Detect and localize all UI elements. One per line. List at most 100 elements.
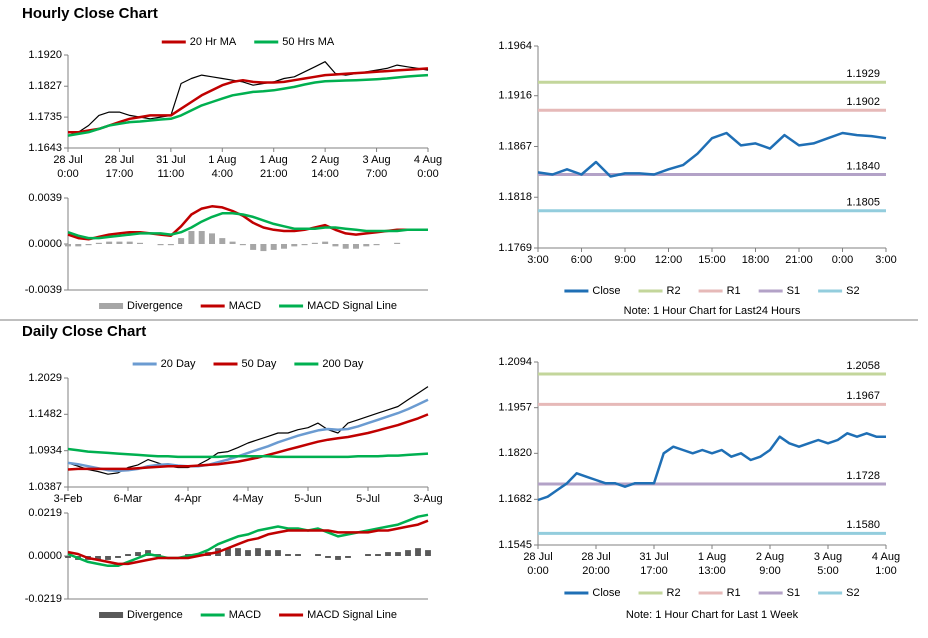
bar bbox=[95, 242, 102, 244]
series-line bbox=[67, 398, 429, 473]
bar bbox=[260, 244, 267, 252]
bar bbox=[178, 238, 185, 244]
legend-label: Divergence bbox=[127, 300, 183, 312]
series-line bbox=[68, 67, 429, 134]
x-tick-label: 17:00 bbox=[106, 168, 134, 180]
x-tick-label: 5:00 bbox=[817, 565, 838, 577]
bar bbox=[281, 244, 287, 249]
y-tick-label: 1.1769 bbox=[498, 242, 532, 254]
series-line bbox=[67, 73, 429, 137]
x-tick-label: 9:00 bbox=[759, 565, 780, 577]
x-tick-label: 4 Aug bbox=[414, 154, 442, 166]
y-tick-label: -0.0219 bbox=[25, 593, 62, 605]
x-tick-label: 17:00 bbox=[640, 565, 668, 577]
legend-label: R2 bbox=[667, 285, 681, 297]
x-tick-label: 6-Mar bbox=[114, 493, 143, 505]
x-tick-label: 28 Jul bbox=[105, 154, 134, 166]
bar bbox=[157, 244, 164, 246]
x-tick-label: 2 Aug bbox=[311, 154, 339, 166]
bar bbox=[332, 244, 339, 247]
x-tick-label: 31 Jul bbox=[639, 551, 668, 563]
x-tick-label: 0:00 bbox=[832, 254, 853, 266]
bar bbox=[239, 244, 246, 246]
series-line bbox=[67, 413, 429, 471]
level-label: 1.2058 bbox=[846, 360, 880, 372]
bar bbox=[363, 244, 370, 247]
y-tick-label: 1.0387 bbox=[28, 481, 62, 493]
y-tick-label: 1.1957 bbox=[498, 402, 532, 414]
x-tick-label: 3:00 bbox=[875, 254, 896, 266]
bar bbox=[229, 241, 236, 244]
bar bbox=[311, 242, 318, 244]
legend-label: 50 Day bbox=[242, 358, 277, 370]
level-label: 1.1805 bbox=[846, 197, 880, 209]
legend-label: 200 Day bbox=[322, 358, 363, 370]
bar bbox=[135, 552, 141, 556]
x-tick-label: 28 Jul bbox=[581, 551, 610, 563]
bar bbox=[235, 548, 241, 556]
level-label: 1.1728 bbox=[846, 470, 880, 482]
legend: 20 Day 50 Day 200 Day bbox=[132, 358, 364, 370]
bar bbox=[65, 556, 71, 558]
y-tick-label: 1.1482 bbox=[28, 408, 62, 420]
x-tick-label: 0:00 bbox=[57, 168, 78, 180]
x-tick-label: 4:00 bbox=[212, 168, 233, 180]
legend-label: S2 bbox=[846, 587, 859, 599]
x-tick-label: 6:00 bbox=[571, 254, 592, 266]
legend-label: S1 bbox=[787, 285, 800, 297]
level-label: 1.1967 bbox=[846, 390, 880, 402]
bar bbox=[255, 548, 261, 556]
bar bbox=[335, 556, 341, 560]
legend-label: Divergence bbox=[127, 609, 183, 621]
legend-label: R2 bbox=[667, 587, 681, 599]
bar bbox=[116, 241, 123, 244]
series-line bbox=[67, 513, 429, 568]
bar bbox=[322, 241, 329, 244]
y-tick-label: 1.2029 bbox=[28, 372, 62, 384]
x-tick-label: 1 Aug bbox=[208, 154, 236, 166]
y-tick-label: 1.1867 bbox=[498, 140, 532, 152]
bar bbox=[209, 233, 215, 244]
bar bbox=[265, 550, 271, 556]
bar bbox=[85, 244, 92, 246]
bar bbox=[115, 556, 121, 558]
x-tick-label: 3 Aug bbox=[363, 154, 391, 166]
x-tick-label: 4-May bbox=[233, 493, 264, 505]
x-tick-label: 5-Jul bbox=[356, 493, 380, 505]
y-tick-label: 1.2094 bbox=[498, 356, 532, 368]
bar bbox=[126, 241, 133, 244]
y-tick-label: 1.1643 bbox=[28, 142, 62, 154]
bar bbox=[385, 552, 391, 556]
level-label: 1.1840 bbox=[846, 160, 880, 172]
bar bbox=[65, 244, 71, 247]
x-tick-label: 0:00 bbox=[527, 565, 548, 577]
bar bbox=[270, 244, 277, 250]
bar bbox=[375, 554, 381, 556]
series-line bbox=[67, 519, 429, 566]
legend-label: 50 Hrs MA bbox=[282, 36, 335, 48]
x-tick-label: 4 Aug bbox=[872, 551, 900, 563]
bar bbox=[285, 554, 291, 556]
y-tick-label: 0.0219 bbox=[28, 507, 62, 519]
legend-label: S1 bbox=[787, 587, 800, 599]
x-tick-label: 3-Feb bbox=[54, 493, 83, 505]
x-tick-label: 13:00 bbox=[698, 565, 726, 577]
y-tick-label: 1.1916 bbox=[498, 90, 532, 102]
bar bbox=[373, 244, 380, 246]
x-tick-label: 0:00 bbox=[417, 168, 438, 180]
bar bbox=[365, 554, 371, 556]
bar bbox=[125, 554, 131, 556]
bar bbox=[301, 244, 308, 246]
level-label: 1.1580 bbox=[846, 519, 880, 531]
x-tick-label: 1 Aug bbox=[260, 154, 288, 166]
x-tick-label: 14:00 bbox=[311, 168, 339, 180]
bar bbox=[315, 554, 321, 556]
bar bbox=[188, 231, 195, 244]
note: Note: 1 Hour Chart for Last24 Hours bbox=[624, 305, 801, 317]
bar bbox=[245, 550, 251, 556]
legend-label: MACD bbox=[229, 300, 261, 312]
series-line bbox=[67, 447, 429, 459]
x-tick-label: 1:00 bbox=[875, 565, 896, 577]
legend-label: MACD Signal Line bbox=[307, 609, 397, 621]
